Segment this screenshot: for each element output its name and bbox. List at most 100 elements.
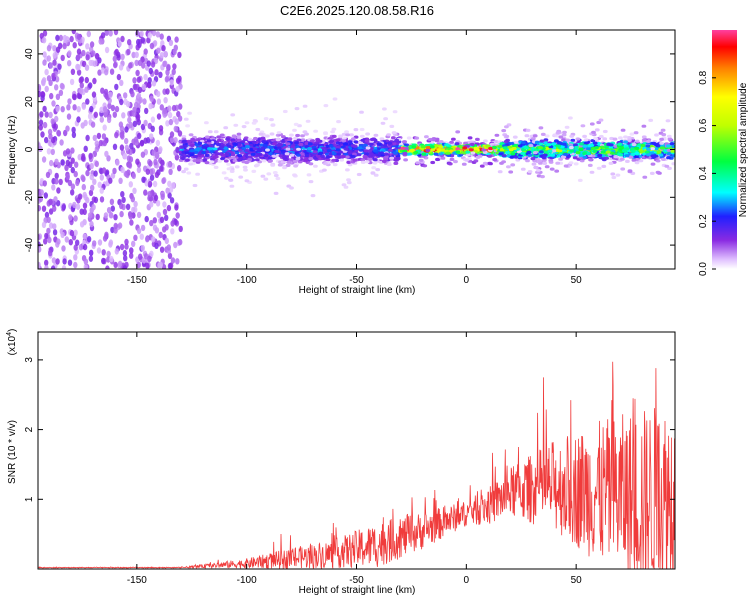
heatmap-cell xyxy=(46,55,51,62)
heatmap-cell xyxy=(178,238,183,246)
heatmap-cell xyxy=(244,160,250,165)
heatmap-cell xyxy=(167,180,172,187)
heatmap-cell xyxy=(57,63,62,70)
heatmap-cell xyxy=(124,126,129,133)
heatmap-cell xyxy=(169,136,175,144)
heatmap-cell xyxy=(591,130,596,134)
heatmap-cell xyxy=(142,98,147,105)
heatmap-cell xyxy=(130,196,135,203)
heatmap-cell xyxy=(156,113,162,120)
heatmap-cell xyxy=(505,151,510,155)
heatmap-cell xyxy=(485,144,491,148)
heatmap-cell xyxy=(155,139,161,147)
heatmap-cell xyxy=(245,145,250,149)
heatmap-cell xyxy=(331,158,336,162)
heatmap-cell xyxy=(46,75,52,82)
heatmap-cell xyxy=(160,193,165,200)
heatmap-cell xyxy=(236,135,242,139)
heatmap-cell xyxy=(151,30,157,37)
heatmap-cell xyxy=(171,104,177,112)
y-tick-label: 1 xyxy=(24,496,35,502)
heatmap-cell xyxy=(497,145,503,149)
heatmap-cell xyxy=(300,138,306,142)
heatmap-cell xyxy=(566,154,571,158)
heatmap-cell xyxy=(272,171,278,175)
heatmap-cell xyxy=(557,141,563,145)
heatmap-cell xyxy=(99,106,104,114)
heatmap-cell xyxy=(359,134,365,138)
heatmap-cell xyxy=(585,140,591,144)
heatmap-cell xyxy=(105,265,110,269)
heatmap-cell xyxy=(155,31,161,38)
heatmap-cell xyxy=(229,184,235,188)
heatmap-cell xyxy=(92,60,98,67)
heatmap-cell xyxy=(178,225,183,233)
heatmap-cell xyxy=(81,183,87,191)
heatmap-cell xyxy=(71,131,77,139)
heatmap-cell xyxy=(236,132,242,136)
snr-series-line xyxy=(38,361,675,569)
heatmap-cell xyxy=(173,125,178,133)
heatmap-cell xyxy=(323,162,328,166)
heatmap-cell xyxy=(641,124,647,128)
heatmap-cell xyxy=(449,157,455,161)
heatmap-cell xyxy=(422,164,428,168)
heatmap-cell xyxy=(587,144,592,148)
heatmap-cell xyxy=(66,104,71,111)
heatmap-cell xyxy=(292,159,298,163)
heatmap-cell xyxy=(155,200,161,207)
heatmap-cell xyxy=(640,143,646,148)
heatmap-cell xyxy=(52,229,58,236)
heatmap-cell xyxy=(88,212,93,219)
heatmap-cell xyxy=(532,151,538,155)
heatmap-cell xyxy=(620,167,626,171)
heatmap-cell xyxy=(110,205,116,212)
heatmap-cell xyxy=(42,180,47,187)
heatmap-cell xyxy=(61,265,67,269)
heatmap-cell xyxy=(154,227,160,234)
heatmap-cell xyxy=(335,141,341,145)
heatmap-cell xyxy=(116,73,122,81)
heatmap-cell xyxy=(69,229,75,237)
heatmap-cell xyxy=(164,76,170,83)
heatmap-cell xyxy=(641,138,647,142)
heatmap-cell xyxy=(160,40,165,47)
heatmap-cell xyxy=(209,160,215,164)
heatmap-cell xyxy=(195,172,201,176)
heatmap-cell xyxy=(353,140,359,144)
heatmap-cell xyxy=(124,238,129,246)
heatmap-cell xyxy=(158,231,163,239)
heatmap-cell xyxy=(234,151,240,155)
heatmap-cell xyxy=(189,144,195,148)
heatmap-cell xyxy=(162,201,167,208)
heatmap-cell xyxy=(152,180,158,188)
heatmap-cell xyxy=(184,151,190,155)
heatmap-cell xyxy=(646,147,651,151)
heatmap-cell xyxy=(163,97,168,104)
heatmap-cell xyxy=(449,149,454,153)
heatmap-cell xyxy=(47,236,52,244)
heatmap-cell xyxy=(44,136,49,144)
heatmap-cell xyxy=(42,105,47,113)
heatmap-cell xyxy=(100,32,106,39)
heatmap-cell xyxy=(373,133,379,137)
heatmap-cell xyxy=(645,150,650,154)
heatmap-cell xyxy=(444,143,449,147)
heatmap-cell xyxy=(149,219,154,227)
heatmap-cell xyxy=(173,241,178,249)
heatmap-cell xyxy=(101,257,106,265)
heatmap-cell xyxy=(658,153,664,157)
heatmap-cell xyxy=(501,160,506,164)
heatmap-cell xyxy=(391,136,396,140)
heatmap-cell xyxy=(630,152,636,157)
heatmap-cell xyxy=(593,136,598,141)
heatmap-cell xyxy=(282,166,287,170)
heatmap-cell xyxy=(178,103,183,110)
heatmap-cell xyxy=(568,161,574,165)
heatmap-cell xyxy=(487,161,493,165)
heatmap-cell xyxy=(129,219,134,226)
heatmap-cell xyxy=(212,147,218,151)
heatmap-cell xyxy=(156,47,161,54)
heatmap-cell xyxy=(159,165,164,172)
heatmap-cell xyxy=(339,158,345,162)
